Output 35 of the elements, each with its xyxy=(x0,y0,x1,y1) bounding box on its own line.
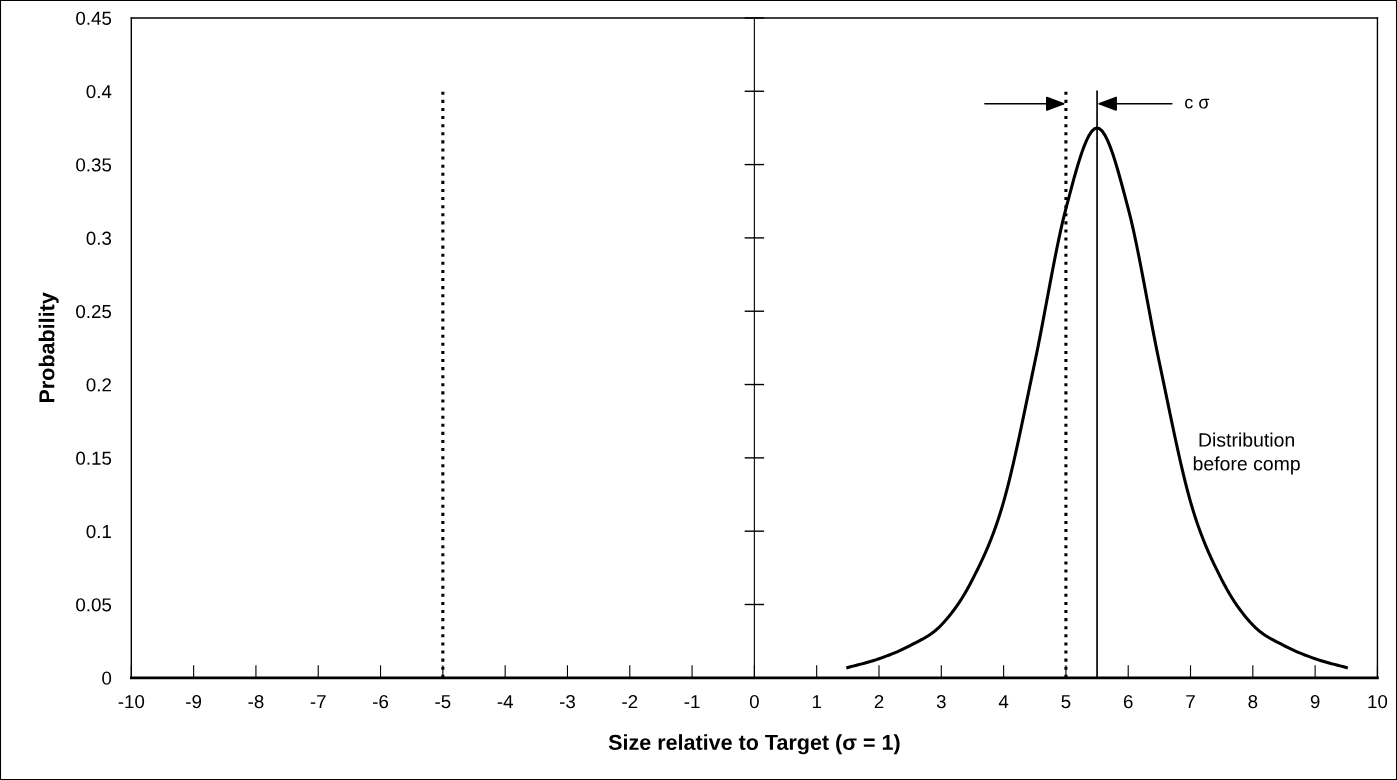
annotation: c σ xyxy=(1185,98,1210,109)
x-tick-label: -3 xyxy=(559,694,575,709)
y-tick-label: 0 xyxy=(102,671,112,685)
y-tick-label: 0.4 xyxy=(86,84,112,99)
y-tick-label: 0.3 xyxy=(86,231,112,245)
x-tick-label: 3 xyxy=(936,694,946,709)
x-tick-label: -6 xyxy=(373,694,389,709)
x-tick-label: 10 xyxy=(1368,694,1388,709)
x-tick-label: 5 xyxy=(1061,695,1071,709)
x-tick-label: -10 xyxy=(118,694,145,709)
y-tick-label: 0.15 xyxy=(76,451,112,465)
x-tick-label: -4 xyxy=(497,695,513,709)
x-tick-label: -9 xyxy=(186,694,202,709)
x-tick-label: 9 xyxy=(1310,694,1320,709)
x-tick-label: -8 xyxy=(248,694,264,709)
x-tick-label: -2 xyxy=(622,694,638,709)
y-tick-label: 0.45 xyxy=(76,11,112,25)
x-tick-label: -1 xyxy=(684,695,700,709)
y-tick-label: 0.05 xyxy=(76,598,112,612)
x-tick-label: -7 xyxy=(310,695,326,709)
x-tick-label: 2 xyxy=(874,694,884,709)
x-axis-title: Size relative to Target (σ = 1) xyxy=(608,734,900,755)
y-tick-label: 0.25 xyxy=(76,304,112,319)
x-tick-label: 1 xyxy=(812,695,821,709)
x-tick-label: 0 xyxy=(749,694,759,709)
annotation: Distribution before comp xyxy=(1193,432,1300,475)
y-axis-title: Probability xyxy=(38,292,59,403)
x-tick-label: 6 xyxy=(1123,694,1133,709)
y-tick-label: 0.1 xyxy=(86,524,111,539)
y-tick-label: 0.35 xyxy=(76,158,112,172)
y-tick-label: 0.2 xyxy=(86,378,111,392)
x-tick-label: 7 xyxy=(1186,695,1195,709)
x-tick-label: 8 xyxy=(1248,694,1258,709)
x-tick-label: -5 xyxy=(435,695,451,709)
x-tick-label: 4 xyxy=(998,695,1009,709)
